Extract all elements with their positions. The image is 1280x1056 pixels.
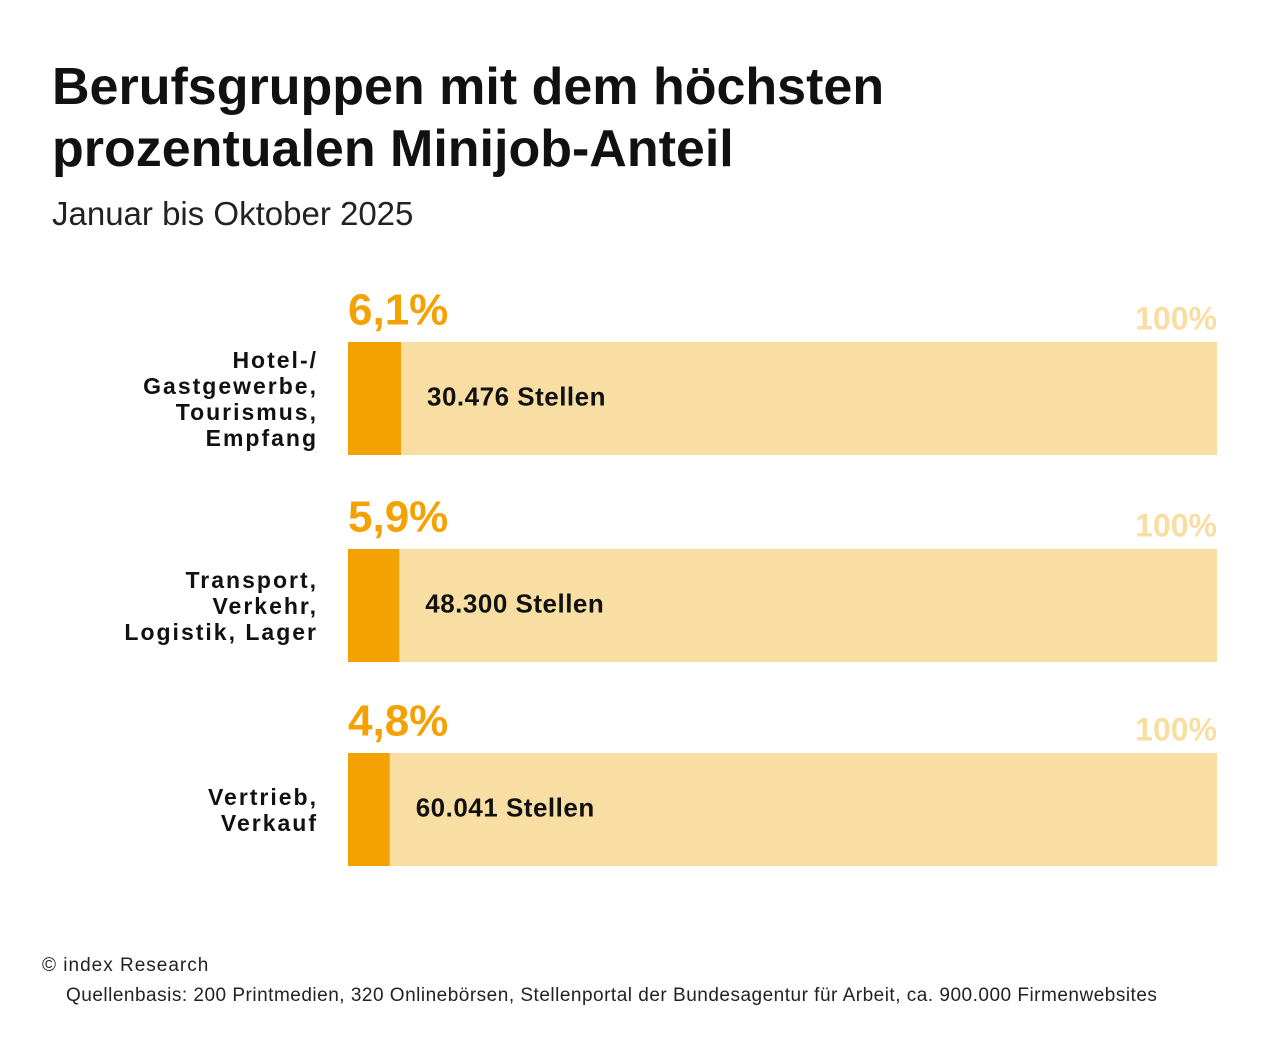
- bar-background: [348, 549, 1217, 662]
- value-label: 5,9%: [348, 493, 448, 542]
- category-label: Vertrieb, Verkauf: [207, 783, 318, 836]
- bar-background: [348, 342, 1217, 455]
- bar-label: 30.476 Stellen: [427, 381, 606, 411]
- category-label: Transport, Verkehr, Logistik, Lager: [124, 566, 318, 645]
- copyright: © index Research: [42, 955, 210, 976]
- value-label: 4,8%: [348, 697, 448, 746]
- bar-label: 60.041 Stellen: [416, 792, 595, 822]
- source: Quellenbasis: 200 Printmedien, 320 Onlin…: [66, 985, 1158, 1006]
- bar-label: 48.300 Stellen: [425, 588, 604, 618]
- bar: [348, 753, 390, 866]
- bar: [348, 549, 400, 662]
- value-label: 6,1%: [348, 286, 448, 335]
- x-tick-label: 100%: [1135, 711, 1217, 747]
- chart-title: Berufsgruppen mit dem höchsten prozentua…: [52, 58, 885, 178]
- chart-subtitle: Januar bis Oktober 2025: [52, 195, 414, 232]
- x-tick-label: 100%: [1135, 507, 1217, 543]
- bar: [348, 342, 402, 455]
- x-tick-label: 100%: [1135, 300, 1217, 336]
- category-label: Hotel-/ Gastgewerbe, Tourismus, Empfang: [143, 346, 318, 451]
- bar-background: [348, 753, 1217, 866]
